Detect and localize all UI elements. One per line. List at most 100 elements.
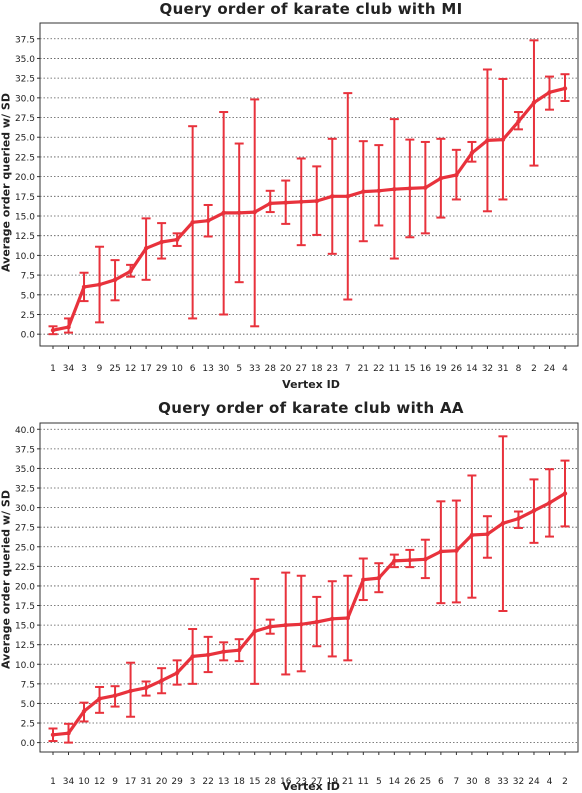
x-tick-label: 15 xyxy=(249,777,260,787)
chart-plot-aa: 0.0 2.5 5.0 7.5 10.0 12.5 15.0 17.5 20.0 22.5 25.0… xyxy=(15,422,579,787)
y-tick-label: 17.5 xyxy=(15,193,35,203)
y-tick-label: 7.5 xyxy=(21,680,35,690)
data-point xyxy=(361,189,366,194)
y-tick-label: 35.0 xyxy=(15,465,35,475)
chart-title: Query order of karate club with MI xyxy=(159,0,463,18)
x-tick-label: 27 xyxy=(311,777,322,787)
y-tick-label: 10.0 xyxy=(15,661,35,671)
x-tick-label: 21 xyxy=(358,364,369,374)
data-point xyxy=(97,282,102,287)
data-point xyxy=(268,624,273,629)
x-tick-label: 26 xyxy=(451,364,463,374)
y-tick-label: 7.5 xyxy=(21,272,35,282)
y-tick-label: 5.0 xyxy=(21,700,36,710)
data-point xyxy=(97,696,102,701)
data-point xyxy=(112,693,118,698)
y-tick-label: 40.0 xyxy=(15,426,35,436)
x-tick-label: 24 xyxy=(528,777,540,787)
data-point xyxy=(423,185,428,190)
y-tick-label: 20.0 xyxy=(15,582,35,592)
x-tick-label: 34 xyxy=(63,364,75,374)
data-point xyxy=(143,685,149,690)
data-point xyxy=(205,218,211,223)
series-line xyxy=(52,86,566,332)
data-point xyxy=(531,100,537,105)
y-tick-label: 35.0 xyxy=(15,55,35,65)
x-tick-label: 18 xyxy=(311,364,323,374)
x-tick-label: 16 xyxy=(420,364,432,374)
x-tick-label: 1 xyxy=(50,777,56,787)
data-point xyxy=(547,500,552,506)
x-tick-label: 31 xyxy=(497,364,508,374)
x-tick-label: 28 xyxy=(264,364,276,374)
data-point xyxy=(174,237,180,242)
data-point xyxy=(392,558,397,564)
x-tick-label: 18 xyxy=(233,777,245,787)
y-tick-label: 12.5 xyxy=(15,232,35,242)
data-point xyxy=(485,532,490,537)
data-point xyxy=(531,508,537,513)
data-point xyxy=(299,622,304,627)
x-tick-label: 13 xyxy=(202,364,213,374)
chart-panel-mi: 0.0 2.5 5.0 7.5 10.0 12.5 15.0 17.5 20.0 22.5 25.0… xyxy=(0,0,582,395)
x-tick-label: 14 xyxy=(389,777,401,787)
data-point xyxy=(562,491,568,496)
data-point xyxy=(562,86,568,91)
x-tick-label: 25 xyxy=(109,364,120,374)
x-tick-label: 33 xyxy=(249,364,260,374)
data-point xyxy=(469,532,475,538)
x-tick-label: 7 xyxy=(345,364,351,374)
x-tick-label: 28 xyxy=(264,777,276,787)
x-tick-label: 29 xyxy=(171,777,183,787)
y-tick-label: 30.0 xyxy=(15,94,35,104)
y-tick-label: 2.5 xyxy=(21,311,35,321)
data-point xyxy=(392,187,397,192)
x-tick-label: 11 xyxy=(358,777,369,787)
data-point xyxy=(330,194,335,199)
x-tick-label: 4 xyxy=(562,364,568,374)
x-tick-label: 23 xyxy=(327,364,338,374)
x-tick-label: 4 xyxy=(547,777,553,787)
data-point xyxy=(485,138,490,143)
y-tick-label: 15.0 xyxy=(15,622,35,632)
chart-panel-aa: 0.0 2.5 5.0 7.5 10.0 12.5 15.0 17.5 20.0 22.5 25.0… xyxy=(0,395,582,793)
data-point xyxy=(407,557,413,563)
data-point xyxy=(345,194,350,199)
data-point xyxy=(50,328,56,333)
data-point xyxy=(407,186,413,191)
data-point xyxy=(547,90,552,95)
x-tick-label: 32 xyxy=(482,364,493,374)
x-tick-label: 22 xyxy=(373,364,384,374)
data-point xyxy=(361,577,366,582)
x-tick-label: 20 xyxy=(156,777,168,787)
x-tick-label: 24 xyxy=(544,364,556,374)
x-tick-label: 2 xyxy=(531,364,537,374)
data-point xyxy=(159,239,164,245)
data-point xyxy=(221,649,226,654)
data-point xyxy=(174,670,180,676)
x-tick-label: 32 xyxy=(513,777,524,787)
data-point xyxy=(236,210,242,216)
y-tick-label: 27.5 xyxy=(15,524,35,534)
data-point xyxy=(500,521,506,526)
x-tick-label: 20 xyxy=(280,364,292,374)
data-point xyxy=(128,268,133,274)
x-tick-label: 30 xyxy=(218,364,230,374)
x-tick-label: 7 xyxy=(454,777,460,787)
plot-area xyxy=(39,422,579,753)
data-point xyxy=(205,652,211,658)
data-point xyxy=(252,629,257,634)
y-tick-label: 30.0 xyxy=(15,504,35,514)
data-point xyxy=(423,557,428,562)
y-tick-label: 22.5 xyxy=(15,563,35,573)
x-tick-label: 26 xyxy=(404,777,416,787)
data-point xyxy=(438,175,444,181)
x-tick-label: 6 xyxy=(190,364,196,374)
data-point xyxy=(236,647,242,653)
x-tick-label: 2 xyxy=(562,777,568,787)
x-tick-label: 12 xyxy=(94,777,105,787)
data-point xyxy=(112,277,118,283)
y-tick-label: 12.5 xyxy=(15,641,35,651)
plot-area xyxy=(39,22,579,347)
y-tick-label: 25.0 xyxy=(15,543,35,553)
